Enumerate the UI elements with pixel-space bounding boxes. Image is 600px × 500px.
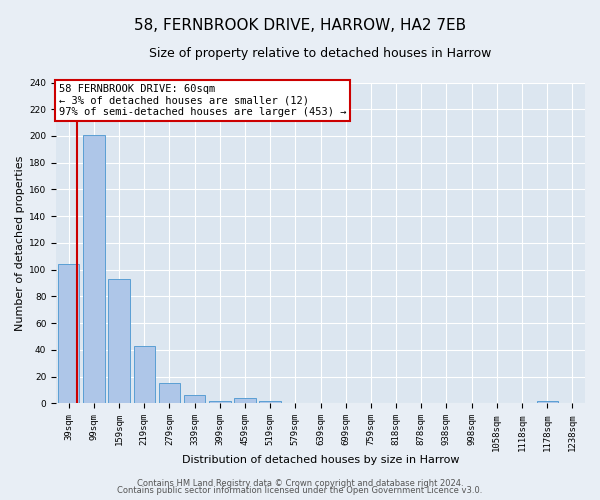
Y-axis label: Number of detached properties: Number of detached properties (15, 156, 25, 330)
Bar (134, 346, 155, 404)
Bar (259, 401, 281, 404)
Bar (83, 134, 104, 404)
Text: Contains public sector information licensed under the Open Government Licence v3: Contains public sector information licen… (118, 486, 482, 495)
X-axis label: Distribution of detached houses by size in Harrow: Distribution of detached houses by size … (182, 455, 460, 465)
Bar (58, 264, 79, 404)
Bar (184, 396, 205, 404)
Bar (109, 279, 130, 404)
Bar (235, 398, 256, 404)
Title: Size of property relative to detached houses in Harrow: Size of property relative to detached ho… (149, 48, 492, 60)
Bar (536, 401, 558, 404)
Text: 58 FERNBROOK DRIVE: 60sqm
← 3% of detached houses are smaller (12)
97% of semi-d: 58 FERNBROOK DRIVE: 60sqm ← 3% of detach… (59, 84, 346, 117)
Bar (159, 384, 180, 404)
Text: 58, FERNBROOK DRIVE, HARROW, HA2 7EB: 58, FERNBROOK DRIVE, HARROW, HA2 7EB (134, 18, 466, 32)
Text: Contains HM Land Registry data © Crown copyright and database right 2024.: Contains HM Land Registry data © Crown c… (137, 478, 463, 488)
Bar (209, 401, 230, 404)
